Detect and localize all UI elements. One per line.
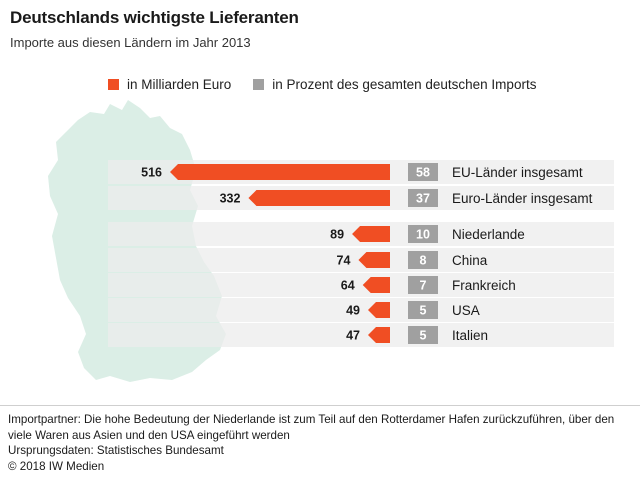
share-box xyxy=(408,225,438,243)
value-label: 47 xyxy=(346,329,360,343)
share-box xyxy=(408,326,438,344)
legend-item-value: in Milliarden Euro xyxy=(108,77,231,92)
category-label: EU-Länder insgesamt xyxy=(452,165,583,180)
legend-swatch-share xyxy=(253,79,265,90)
legend-label-share: in Prozent des gesamten deutschen Import… xyxy=(272,77,537,92)
share-label: 7 xyxy=(420,279,427,293)
share-box xyxy=(408,163,438,181)
share-box xyxy=(408,251,438,269)
category-label: China xyxy=(452,253,488,268)
share-label: 8 xyxy=(420,254,427,268)
bar-value xyxy=(358,252,390,268)
chart-title: Deutschlands wichtigste Lieferanten xyxy=(10,8,299,27)
bar-value xyxy=(248,190,390,206)
legend: in Milliarden Euro in Prozent des gesamt… xyxy=(108,77,558,92)
legend-swatch-value xyxy=(108,79,119,90)
value-label: 89 xyxy=(330,228,344,242)
category-label: USA xyxy=(452,303,480,318)
share-label: 58 xyxy=(416,166,430,180)
chart-subtitle: Importe aus diesen Ländern im Jahr 2013 xyxy=(10,35,251,50)
category-label: Frankreich xyxy=(452,278,516,293)
category-label: Italien xyxy=(452,328,488,343)
bar-value xyxy=(352,226,390,242)
share-label: 5 xyxy=(420,304,427,318)
legend-label-value: in Milliarden Euro xyxy=(127,77,232,92)
row-background xyxy=(108,298,614,322)
footnote-copyright: © 2018 IW Medien xyxy=(8,459,105,473)
value-label: 49 xyxy=(346,304,360,318)
row-background xyxy=(108,273,614,297)
bar-value xyxy=(368,327,390,343)
footnote-note: Importpartner: Die hohe Bedeutung der Ni… xyxy=(8,413,615,442)
share-box xyxy=(408,189,438,207)
row-background xyxy=(108,323,614,347)
legend-item-share: in Prozent des gesamten deutschen Import… xyxy=(253,77,536,92)
bar-value xyxy=(170,164,390,180)
bar-value xyxy=(368,302,390,318)
divider xyxy=(0,405,640,406)
value-label: 516 xyxy=(141,166,162,180)
bar-value xyxy=(362,277,390,293)
category-label: Niederlande xyxy=(452,227,525,242)
footnotes: Importpartner: Die hohe Bedeutung der Ni… xyxy=(8,412,633,474)
share-label: 10 xyxy=(416,228,430,242)
share-box xyxy=(408,301,438,319)
value-label: 64 xyxy=(341,279,355,293)
footnote-source: Ursprungsdaten: Statistisches Bundesamt xyxy=(8,444,224,457)
share-label: 5 xyxy=(420,329,427,343)
category-label: Euro-Länder insgesamt xyxy=(452,191,593,206)
share-box xyxy=(408,276,438,294)
value-label: 332 xyxy=(220,192,241,206)
value-label: 74 xyxy=(337,254,351,268)
share-label: 37 xyxy=(416,192,430,206)
